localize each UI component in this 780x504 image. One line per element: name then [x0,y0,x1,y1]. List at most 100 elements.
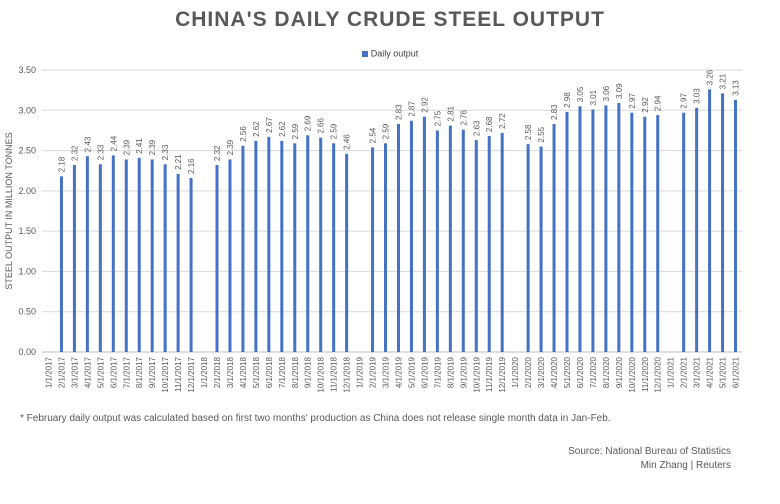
bar [189,177,193,352]
x-tick-label: 8/1/2018 [291,356,300,388]
x-tick-label: 11/1/2019 [485,356,494,392]
x-tick-label: 9/1/2018 [304,356,313,388]
data-label: 2.92 [641,97,650,113]
x-tick-label: 5/1/2017 [96,356,105,388]
data-label: 2.67 [265,117,274,133]
bar [280,140,284,352]
data-label: 2.16 [187,158,196,174]
bar [332,143,336,352]
data-label: 2.18 [57,156,66,172]
y-tick-label: 3.50 [18,65,36,75]
bar [241,145,245,352]
bar [435,130,439,352]
bar [98,164,102,352]
x-tick-label: 7/1/2017 [122,356,131,388]
bar [734,99,738,352]
y-tick-label: 1.50 [18,226,36,236]
bar [345,153,349,352]
data-label: 2.59 [382,123,391,139]
x-tick-label: 7/1/2019 [433,356,442,388]
bar [409,120,413,352]
bar [254,140,258,352]
data-label: 3.05 [576,86,585,102]
data-label: 2.59 [330,123,339,139]
x-tick-label: 10/1/2019 [472,356,481,392]
x-tick-label: 8/1/2019 [446,356,455,388]
bar [474,140,478,352]
bar [500,132,504,352]
x-tick-label: 6/1/2021 [732,356,741,388]
x-tick-label: 3/1/2017 [70,356,79,388]
data-label: 2.32 [213,145,222,161]
data-label: 2.44 [109,135,118,151]
data-label: 2.94 [654,95,663,111]
data-label: 2.63 [472,120,481,136]
y-tick-label: 0.00 [18,347,36,357]
x-tick-label: 2/1/2020 [524,356,533,388]
data-label: 2.76 [459,110,468,126]
data-label: 2.98 [563,92,572,108]
y-axis-title: STEEL OUTPUT IN MILLION TONNES [4,132,14,289]
bar [306,135,310,352]
x-tick-label: 5/1/2019 [407,356,416,388]
data-label: 2.69 [304,115,313,131]
footnote: * February daily output was calculated b… [20,413,611,424]
bar [371,147,375,352]
bar [487,136,491,352]
x-tick-label: 4/1/2021 [706,356,715,388]
bar [396,123,400,353]
x-tick-label: 3/1/2019 [382,356,391,388]
bar [267,136,271,352]
bar [422,116,426,352]
bar-chart: 0.00 0.50 1.00 1.50 2.00 2.50 3.00 3.50 STEEL OU… [4,65,742,393]
y-tick-label: 3.00 [18,105,36,115]
x-tick-label: 11/1/2017 [174,356,183,392]
x-tick-label: 12/1/2018 [343,356,352,392]
data-label: 2.62 [278,121,287,137]
bar [591,109,595,352]
bar [565,111,569,352]
x-tick-label: 4/1/2017 [83,356,92,388]
bar [552,123,556,353]
data-label: 3.03 [693,88,702,104]
x-tick-label: 9/1/2019 [459,356,468,388]
y-tick-label: 0.50 [18,307,36,317]
data-label: 2.39 [122,139,131,155]
data-label: 2.97 [628,93,637,109]
bar [176,173,180,352]
bar [72,165,76,352]
x-tick-label: 6/1/2018 [265,356,274,388]
bar [293,143,297,352]
x-tick-label: 7/1/2018 [278,356,287,388]
bar [604,105,608,352]
data-label: 2.39 [226,139,235,155]
x-tick-label: 11/1/2018 [330,356,339,392]
bar [630,112,634,353]
x-tick-label: 7/1/2020 [589,356,598,388]
bar [124,159,128,352]
data-label: 2.39 [148,139,157,155]
x-tick-label: 12/1/2019 [498,356,507,392]
x-tick-label: 8/1/2020 [602,356,611,388]
data-label: 3.26 [706,69,715,85]
data-label: 2.81 [446,105,455,121]
x-tick-label: 5/1/2021 [719,356,728,388]
bar [384,143,388,352]
data-label: 3.01 [589,89,598,105]
bar [111,155,115,352]
x-tick-label: 2/1/2021 [680,356,689,388]
data-label: 2.41 [135,138,144,154]
data-label: 2.97 [680,93,689,109]
bar [448,125,452,352]
credit-note: Min Zhang | Reuters [640,460,731,471]
x-tick-label: 1/1/2019 [356,356,365,388]
bar [461,129,465,352]
bar [721,93,725,352]
data-label: 2.33 [96,144,105,160]
legend-label: Daily output [370,48,419,59]
bar [682,112,686,353]
chart-legend: Daily output [0,48,780,59]
data-label: 2.46 [343,134,352,150]
data-label: 2.92 [420,97,429,113]
chart-title: CHINA'S DAILY CRUDE STEEL OUTPUT [175,8,605,31]
